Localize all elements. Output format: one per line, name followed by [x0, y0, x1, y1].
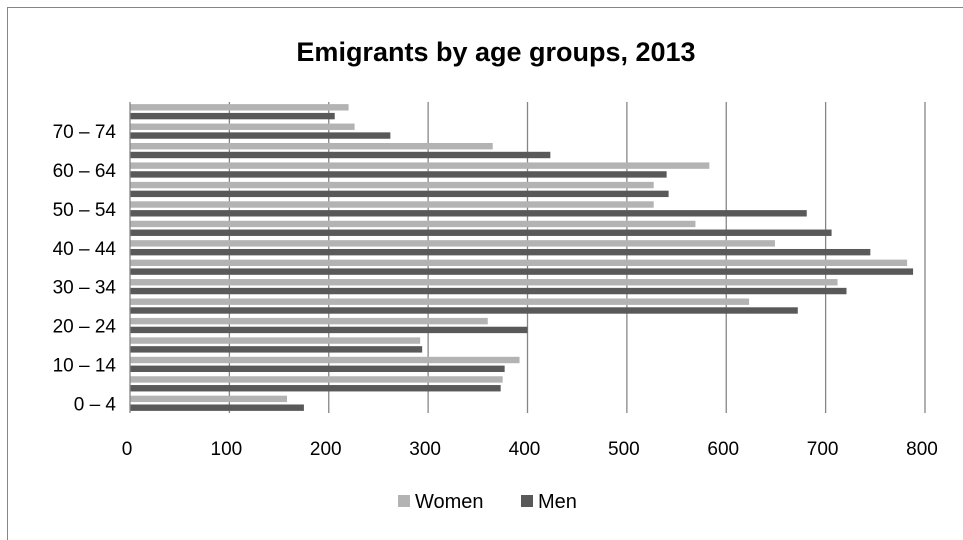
bar-women [130, 337, 421, 344]
bar-men [130, 112, 335, 120]
x-tick-label: 0 [122, 439, 133, 460]
y-tick-label: 20 – 24 [53, 317, 117, 338]
bar-women [130, 279, 838, 286]
bar-women [130, 181, 654, 189]
bar-men [130, 404, 304, 411]
bar-women [130, 104, 349, 111]
chart-title: Emigrants by age groups, 2013 [296, 37, 695, 67]
bars [130, 104, 914, 411]
x-tick-label: 300 [409, 439, 441, 460]
bar-men [130, 151, 551, 159]
bar-men [130, 346, 423, 353]
y-tick-label: 50 – 54 [53, 200, 117, 221]
bar-men [130, 268, 914, 275]
x-tick-label: 400 [509, 439, 541, 460]
bar-men [130, 132, 391, 139]
bar-women [130, 162, 710, 169]
x-tick-label: 100 [211, 439, 243, 460]
y-tick-label: 10 – 14 [53, 355, 117, 376]
legend-swatch [521, 495, 533, 507]
bar-women [130, 317, 488, 325]
x-tick-label: 200 [310, 439, 342, 460]
bar-men [130, 229, 832, 236]
bar-women [130, 240, 775, 247]
x-tick-label: 800 [906, 439, 938, 460]
y-tick-label: 30 – 34 [53, 278, 117, 299]
y-axis-labels: 0 – 4 10 – 14 20 – 24 30 – 34 40 – 44 50 – 54… [53, 122, 117, 415]
y-tick-label: 60 – 64 [53, 161, 117, 182]
bar-men [130, 210, 807, 217]
x-axis-labels: 0 100 200 300 400 500 600 700 800 [122, 439, 938, 460]
bar-women [130, 123, 355, 130]
legend-label: Women [415, 491, 484, 513]
x-tick-label: 500 [608, 439, 640, 460]
grid-lines [228, 102, 926, 413]
chart-frame [7, 7, 963, 540]
x-tick-label: 700 [807, 439, 839, 460]
bar-men [130, 365, 505, 373]
bar-women [130, 298, 750, 305]
bar-men [130, 385, 501, 392]
y-tick-label: 0 – 4 [74, 394, 117, 415]
bar-men [130, 307, 798, 314]
bar-men [130, 171, 667, 178]
y-tick-label: 40 – 44 [53, 239, 117, 260]
bar-women [130, 220, 696, 228]
bar-women [130, 395, 288, 403]
bar-women [130, 356, 520, 364]
bar-men [130, 287, 847, 295]
bar-men [130, 190, 669, 198]
bar-men [130, 248, 871, 256]
bar-men [130, 326, 528, 334]
legend-label: Men [538, 491, 577, 513]
legend-swatch [398, 495, 410, 507]
bar-women [130, 142, 493, 150]
legend: Women Men [398, 491, 577, 513]
bar-women [130, 376, 503, 383]
bar-women [130, 259, 908, 267]
x-tick-label: 600 [707, 439, 739, 460]
bar-women [130, 201, 654, 208]
y-tick-label: 70 – 74 [53, 122, 117, 143]
